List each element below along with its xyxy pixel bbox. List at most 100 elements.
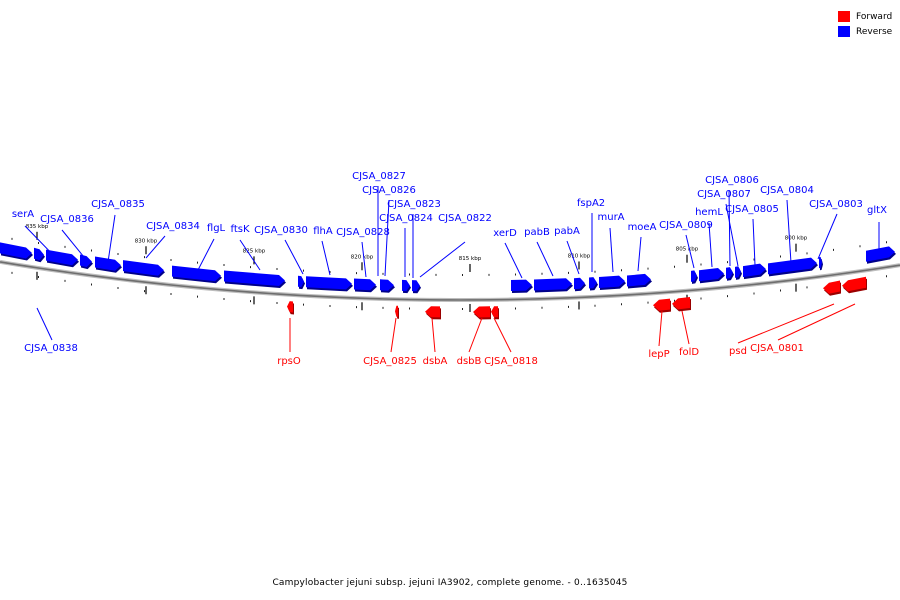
- tick-label: 820 kbp: [351, 254, 374, 260]
- gene-arrow-reverse: [172, 265, 221, 282]
- gene-label-reverse: moeA: [628, 222, 657, 233]
- label-leader-reverse: [685, 234, 695, 269]
- tick-label: 825 kbp: [243, 248, 266, 254]
- tick-label: 830 kbp: [135, 238, 158, 244]
- legend: Forward Reverse: [838, 9, 892, 39]
- label-leader-reverse: [361, 241, 367, 278]
- gene-label-reverse: flhA: [313, 226, 333, 237]
- gene-arrow-reverse: [743, 263, 766, 278]
- gene-label-reverse: hemL: [695, 207, 723, 218]
- gene-label-forward: dsbB: [457, 356, 482, 367]
- label-leader-reverse: [239, 239, 261, 271]
- gene-arrow-reverse: [574, 277, 585, 290]
- gene-arrow-reverse: [866, 246, 895, 262]
- gene-arrow-reverse: [298, 275, 304, 288]
- label-leader-reverse: [504, 242, 523, 279]
- gene-arrow-forward: [395, 305, 398, 317]
- label-leader-reverse: [725, 203, 739, 267]
- gene-arrow-reverse: [0, 242, 32, 259]
- gene-label-forward: rpsO: [277, 356, 301, 367]
- gene-label-reverse: pabA: [554, 226, 580, 237]
- gene-arrow-reverse: [412, 280, 420, 292]
- gene-label-reverse: flgL: [207, 223, 226, 234]
- legend-label-reverse: Reverse: [856, 26, 893, 37]
- gene-arrow-forward: [842, 276, 866, 292]
- label-leader-reverse: [107, 214, 116, 263]
- gene-arrow-reverse: [589, 277, 597, 289]
- label-leader-reverse: [36, 307, 53, 341]
- gene-label-reverse: CJSA_0804: [760, 185, 814, 196]
- gene-arrow-forward: [672, 297, 690, 310]
- label-leader-forward: [493, 317, 512, 353]
- gene-label-reverse: CJSA_0827: [352, 171, 406, 182]
- gene-label-reverse: CJSA_0835: [91, 199, 145, 210]
- gene-arrow-reverse: [819, 256, 822, 269]
- gene-arrow-reverse: [354, 278, 376, 291]
- label-leader-forward: [777, 303, 856, 341]
- gene-label-forward: dsbA: [423, 356, 448, 367]
- gene-label-forward: CJSA_0818: [484, 356, 538, 367]
- gene-label-reverse: fspA2: [577, 198, 605, 209]
- label-leader-reverse: [536, 241, 554, 277]
- label-leader-reverse: [419, 241, 466, 278]
- gene-label-reverse: CJSA_0828: [336, 227, 390, 238]
- gene-label-reverse: CJSA_0805: [725, 204, 779, 215]
- label-leader-reverse: [609, 227, 614, 273]
- gene-arrow-forward: [473, 306, 490, 318]
- label-leader-reverse: [284, 239, 304, 275]
- gene-arrow-reverse: [627, 273, 651, 287]
- label-leader-reverse: [566, 240, 580, 275]
- gene-label-reverse: CJSA_0826: [362, 185, 416, 196]
- label-leader-reverse: [321, 240, 331, 276]
- gene-label-forward: CJSA_0801: [750, 343, 804, 354]
- legend-item-reverse: Reverse: [838, 24, 892, 39]
- gene-label-reverse: CJSA_0838: [24, 343, 78, 354]
- gene-arrow-reverse: [511, 279, 532, 291]
- label-leader-forward: [390, 317, 397, 353]
- label-leader-reverse: [384, 199, 390, 277]
- gene-label-reverse: ftsK: [230, 224, 249, 235]
- gene-arrow-reverse: [46, 249, 78, 266]
- label-leader-forward: [737, 303, 835, 344]
- gene-arrow-forward: [425, 306, 440, 318]
- gene-label-reverse: CJSA_0807: [697, 189, 751, 200]
- gene-label-reverse: CJSA_0803: [809, 199, 863, 210]
- gene-label-reverse: CJSA_0806: [705, 175, 759, 186]
- label-leader-reverse: [145, 235, 166, 259]
- gene-arrow-forward: [653, 298, 670, 311]
- legend-swatch-reverse: [838, 26, 850, 37]
- gene-arrow-reverse: [735, 266, 741, 278]
- gene-arrow-reverse: [726, 267, 733, 279]
- gene-arrow-forward: [823, 280, 840, 294]
- label-leader-reverse: [197, 238, 215, 271]
- gene-arrow-forward: [491, 306, 498, 318]
- tick-label: 805 kbp: [676, 247, 699, 253]
- label-leader-reverse: [786, 199, 792, 264]
- gene-label-reverse: pabB: [524, 227, 550, 238]
- tick-label: 835 kbp: [26, 224, 49, 230]
- label-leader-forward: [681, 310, 690, 345]
- label-leader-reverse: [752, 218, 756, 266]
- gene-label-reverse: CJSA_0834: [146, 221, 200, 232]
- genome-caption: Campylobacter jejuni subsp. jejuni IA390…: [272, 578, 628, 588]
- gene-label-reverse: serA: [12, 209, 34, 220]
- gene-arrow-reverse: [599, 275, 625, 288]
- gene-label-forward: CJSA_0825: [363, 356, 417, 367]
- gene-arrow-reverse: [768, 257, 817, 275]
- gene-arrow-reverse: [95, 256, 121, 271]
- label-leader-forward: [431, 317, 436, 353]
- gene-arrow-reverse: [80, 254, 92, 268]
- label-leader-reverse: [728, 189, 731, 267]
- gene-arrow-reverse: [691, 270, 697, 282]
- gene-label-forward: lepP: [648, 349, 669, 360]
- gene-label-reverse: xerD: [493, 228, 517, 239]
- gene-arrow-forward: [287, 301, 293, 313]
- label-leader-forward: [468, 317, 483, 353]
- gene-label-forward: psd: [729, 346, 747, 357]
- label-leader-reverse: [817, 213, 838, 260]
- backbone-line: [0, 261, 900, 301]
- gene-arrow-reverse: [34, 247, 44, 261]
- tick-label: 815 kbp: [459, 256, 482, 262]
